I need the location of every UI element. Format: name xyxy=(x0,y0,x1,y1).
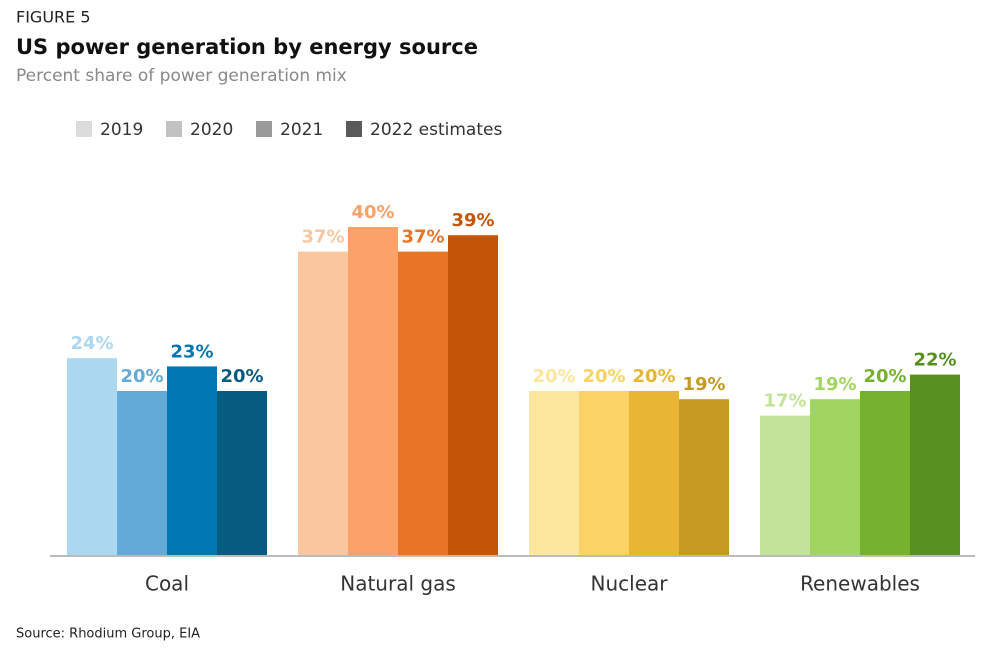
data-label: 20% xyxy=(863,366,906,387)
bar xyxy=(398,251,448,555)
data-label: 23% xyxy=(170,341,213,362)
bar xyxy=(810,399,860,555)
bar xyxy=(298,251,348,555)
bar xyxy=(529,391,579,555)
data-label: 22% xyxy=(913,350,956,371)
bar xyxy=(167,366,217,555)
legend-swatch xyxy=(166,121,182,137)
legend-swatch xyxy=(76,121,92,137)
source-note: Source: Rhodium Group, EIA xyxy=(16,627,200,642)
x-tick-label: Coal xyxy=(145,572,189,596)
data-label: 20% xyxy=(632,366,675,387)
data-label: 19% xyxy=(813,374,856,395)
bar xyxy=(860,391,910,555)
legend-label: 2022 estimates xyxy=(370,120,502,140)
legend-swatch xyxy=(256,121,272,137)
data-label: 20% xyxy=(120,366,163,387)
data-label: 37% xyxy=(401,227,444,248)
x-tick-label: Natural gas xyxy=(340,572,456,596)
bar xyxy=(117,391,167,555)
figure-label: FIGURE 5 xyxy=(16,8,91,27)
bar xyxy=(217,391,267,555)
bar xyxy=(679,399,729,555)
legend-label: 2020 xyxy=(190,120,233,140)
x-tick-label: Renewables xyxy=(800,572,920,596)
legend-label: 2021 xyxy=(280,120,323,140)
chart-title: US power generation by energy source xyxy=(16,35,478,59)
x-tick-label: Nuclear xyxy=(591,572,669,596)
data-label: 40% xyxy=(351,202,394,223)
legend-swatch xyxy=(346,121,362,137)
data-label: 20% xyxy=(582,366,625,387)
bar xyxy=(348,227,398,555)
data-label: 17% xyxy=(763,391,806,412)
data-label: 20% xyxy=(220,366,263,387)
bar xyxy=(579,391,629,555)
bar xyxy=(448,235,498,555)
bar xyxy=(629,391,679,555)
bar xyxy=(67,358,117,555)
data-label: 37% xyxy=(301,227,344,248)
data-label: 19% xyxy=(682,374,725,395)
legend-label: 2019 xyxy=(100,120,143,140)
chart-subtitle: Percent share of power generation mix xyxy=(16,66,347,86)
data-label: 24% xyxy=(70,333,113,354)
data-label: 20% xyxy=(532,366,575,387)
bar xyxy=(760,415,810,555)
bar xyxy=(910,374,960,555)
data-label: 39% xyxy=(451,210,494,231)
